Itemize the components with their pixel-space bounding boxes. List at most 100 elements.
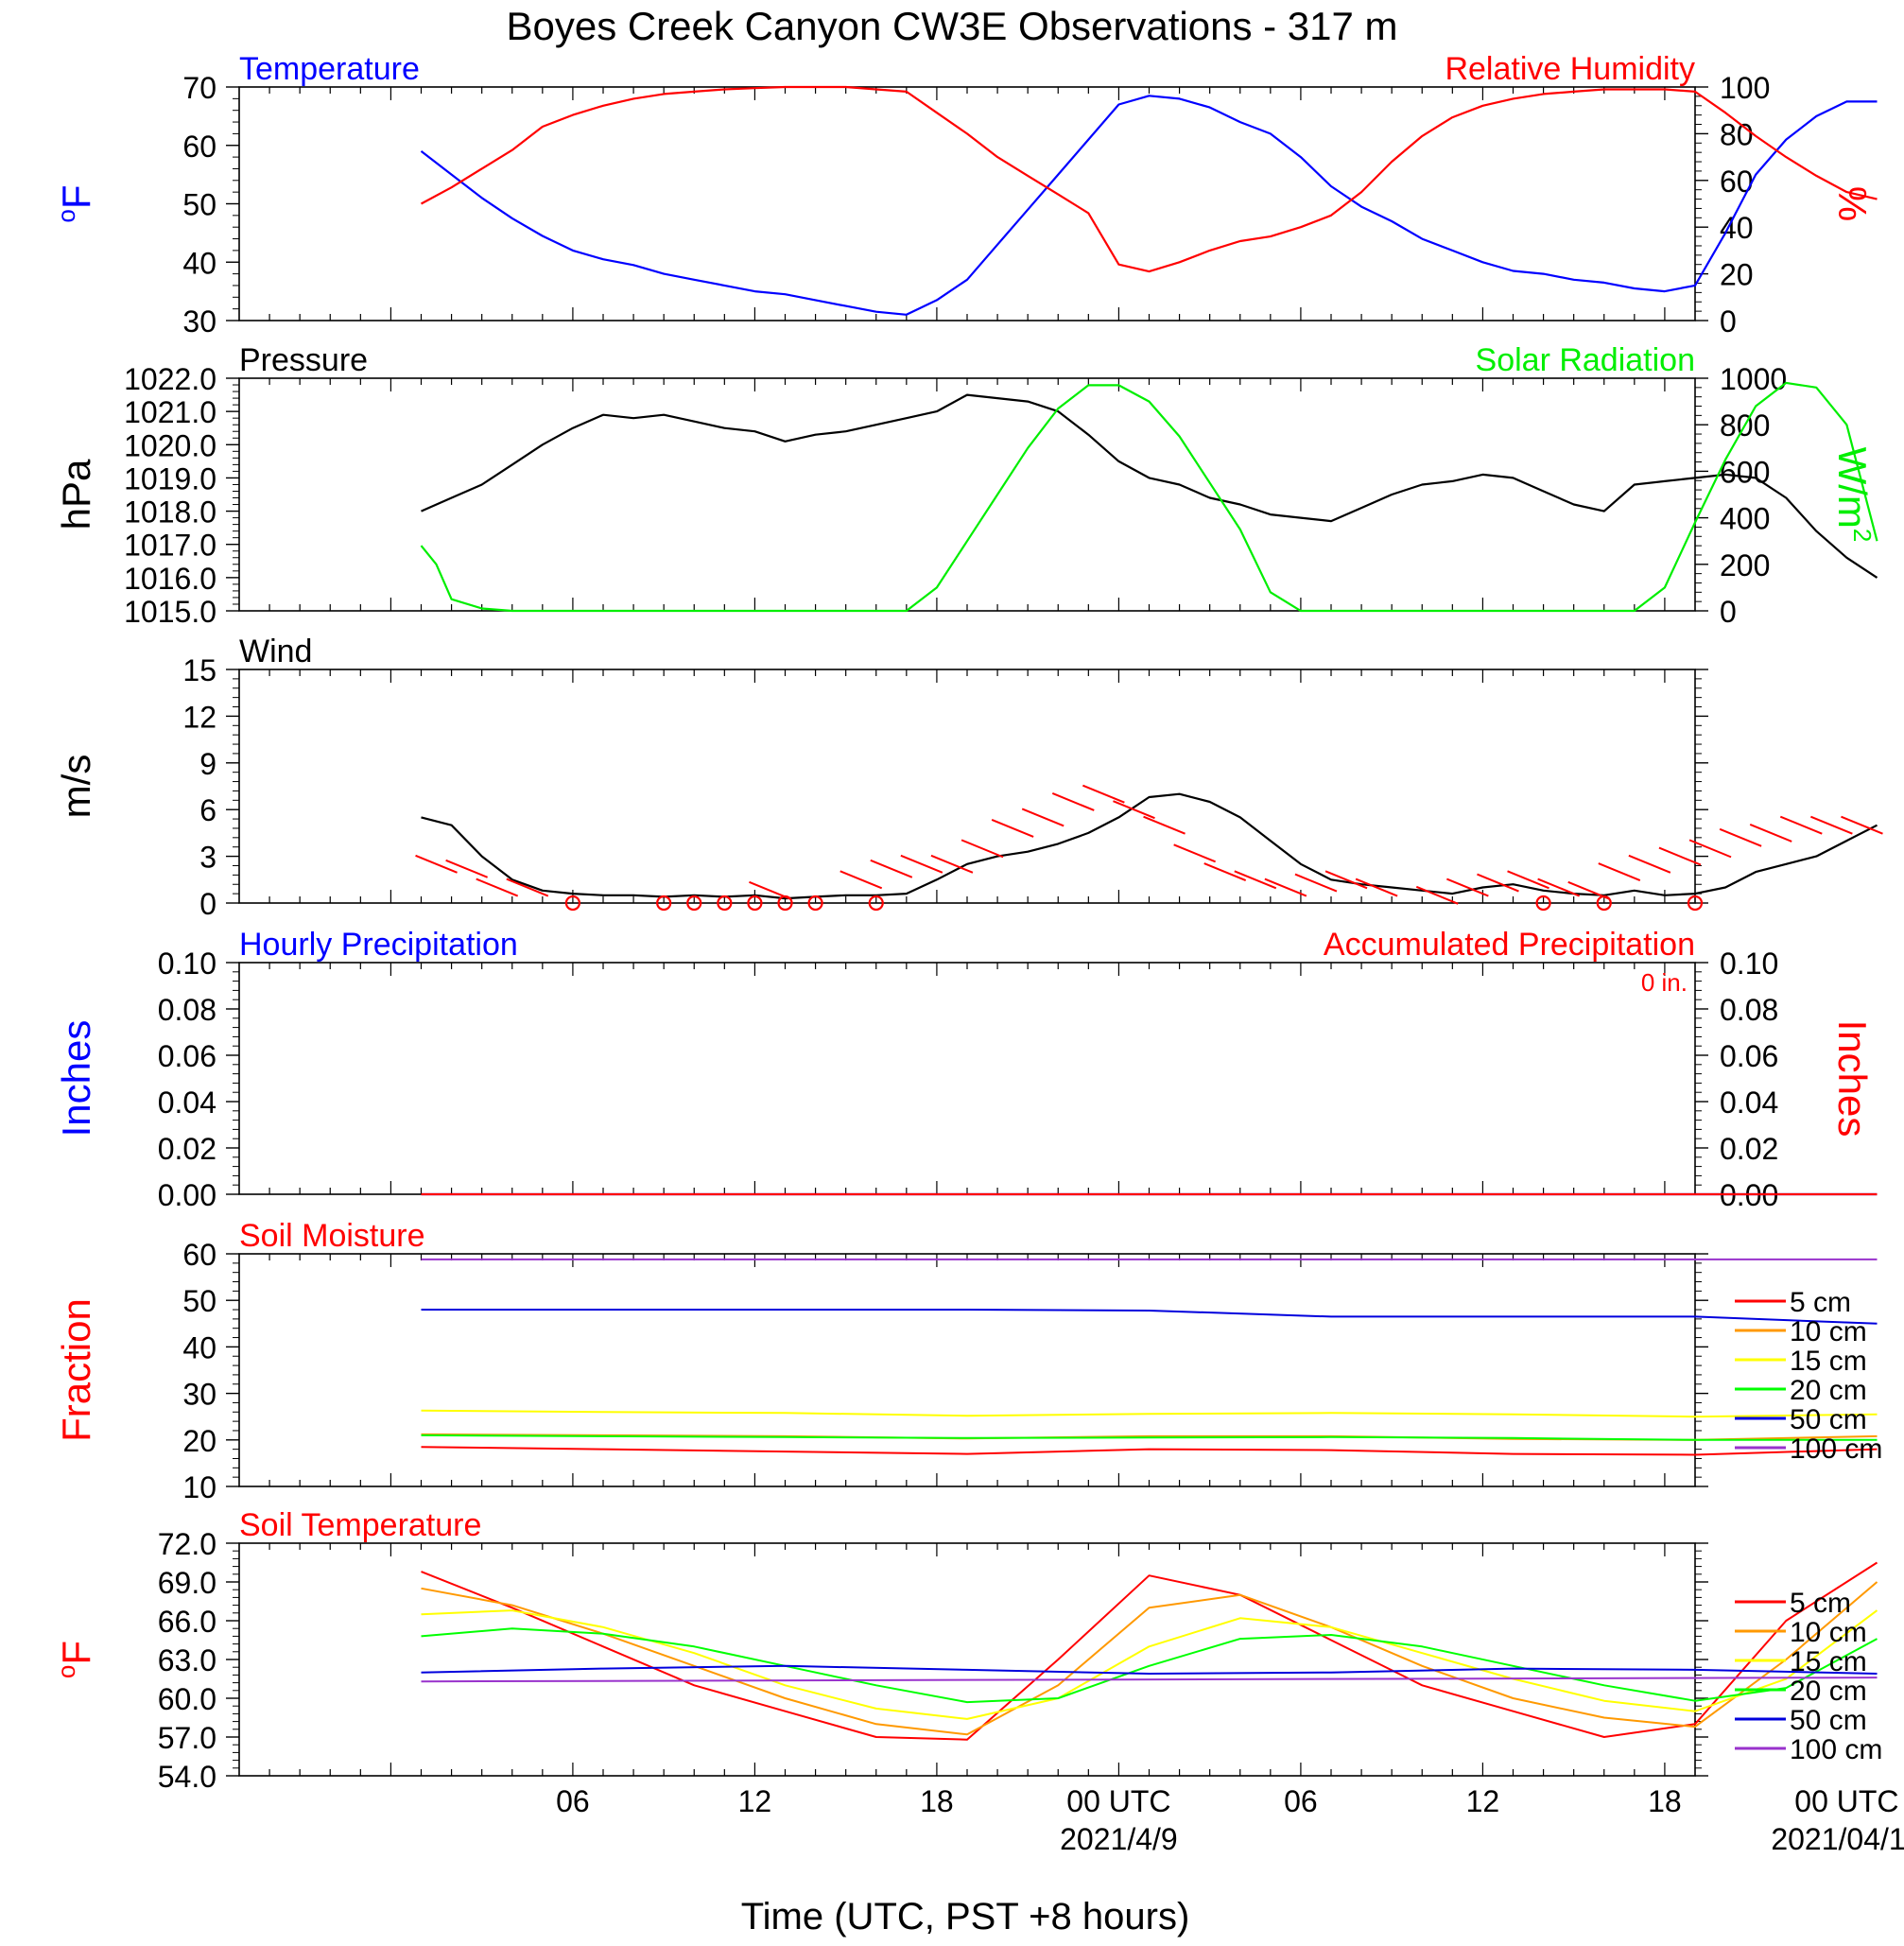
y-tick-label-left: 54.0 (158, 1760, 216, 1794)
wind-barb (1628, 854, 1671, 874)
y-tick-label-left: 6 (199, 793, 216, 827)
y-tick-label-left: 3 (199, 841, 216, 875)
plot-frame (238, 669, 1696, 904)
panel-title-left: Temperature (239, 51, 420, 87)
wind-barb (1173, 843, 1217, 863)
y-tick-label-left: 0.04 (158, 1086, 216, 1120)
wind-barb (1203, 862, 1247, 881)
y-axis-title-left: hPa (54, 459, 98, 530)
y-tick-label-left: 1018.0 (124, 495, 216, 530)
x-axis-title: Time (UTC, PST +8 hours) (741, 1896, 1190, 1937)
y-tick-label-right: 20 (1720, 258, 1754, 292)
x-tick-label: 06 (556, 1784, 590, 1818)
legend-label: 50 cm (1790, 1404, 1867, 1435)
y-tick-label-right: 0.04 (1720, 1086, 1778, 1120)
panel-soil_moisture: 10 20 30 40 50 60 Soil Moisture Fraction 5 cm10 … (54, 1218, 1882, 1504)
series-20-cm (421, 1627, 1878, 1704)
y-tick-label-left: 40 (182, 1330, 216, 1364)
y-tick-label-left: 0.10 (158, 947, 216, 981)
y-tick-label-left: 15 (182, 653, 216, 687)
panel-soil_temperature: 54.0 57.0 60.0 63.0 66.0 69.0 72.0 Soil Tempera… (52, 1507, 1882, 1794)
series-100-cm (421, 1677, 1878, 1683)
wind-barb (1021, 808, 1065, 827)
y-axis-title-left: Fraction (54, 1298, 98, 1442)
x-date-label: 2021/4/9 (1060, 1822, 1178, 1856)
wind-barb (1537, 877, 1581, 897)
calm-wind-marker (564, 895, 581, 912)
y-axis-title-left: oF (52, 1641, 98, 1678)
y-tick-label-right: 80 (1720, 117, 1754, 151)
y-tick-label-right: 0.06 (1720, 1039, 1778, 1073)
accumulated-total-label: 0 in. (1641, 968, 1688, 997)
calm-wind-marker (656, 895, 672, 912)
wind-barb (900, 854, 943, 874)
series-solar-radiation (420, 381, 1878, 613)
legend-label: 10 cm (1790, 1617, 1867, 1648)
y-tick-label-left: 70 (182, 71, 216, 105)
calm-wind-marker (1535, 895, 1551, 912)
calm-wind-marker (807, 895, 823, 912)
legend-label: 15 cm (1790, 1646, 1867, 1677)
plot-frame (238, 962, 1696, 1195)
calm-wind-marker (777, 895, 793, 912)
plot-frame (238, 1253, 1696, 1487)
y-tick-label-left: 30 (182, 1378, 216, 1412)
series-20-cm (421, 1433, 1878, 1441)
y-tick-label-right: 0 (1720, 595, 1737, 629)
y-tick-label-left: 1021.0 (124, 395, 216, 429)
y-tick-label-left: 0 (199, 887, 216, 921)
panel-wind: 0 3 6 9 12 15 Wind m/s (54, 634, 1883, 921)
series-10-cm (421, 1581, 1878, 1736)
wind-barb (1809, 815, 1853, 835)
legend-label: 5 cm (1790, 1287, 1851, 1318)
y-tick-label-right: 600 (1720, 455, 1770, 489)
y-tick-label-left: 0.06 (158, 1039, 216, 1073)
wind-barb (1719, 827, 1762, 847)
x-tick-label: 00 UTC (1794, 1784, 1898, 1818)
legend-label: 10 cm (1790, 1316, 1867, 1347)
x-date-label: 2021/04/10 (1771, 1822, 1904, 1856)
wind-barb (1445, 877, 1489, 897)
y-tick-label-left: 20 (182, 1424, 216, 1458)
y-tick-label-right: 40 (1720, 211, 1754, 245)
series-15-cm (421, 1609, 1878, 1720)
plot-frame (238, 1542, 1696, 1777)
wind-barb (1082, 784, 1125, 804)
panel-title-right: Accumulated Precipitation (1324, 927, 1695, 963)
plot-frame (238, 86, 1696, 321)
calm-wind-marker (1596, 895, 1612, 912)
y-tick-label-right: 60 (1720, 165, 1754, 199)
wind-barb (476, 877, 519, 897)
legend-label: 15 cm (1790, 1346, 1867, 1377)
calm-wind-marker (717, 895, 733, 912)
series-pressure (421, 393, 1878, 579)
wind-barb (1749, 823, 1792, 843)
panel-title-right: Relative Humidity (1445, 51, 1695, 87)
y-tick-label-left: 60.0 (158, 1682, 216, 1716)
legend-label: 100 cm (1790, 1734, 1882, 1765)
y-tick-label-right: 100 (1720, 71, 1770, 105)
y-tick-label-left: 69.0 (158, 1566, 216, 1600)
y-tick-label-left: 63.0 (158, 1643, 216, 1677)
y-tick-label-left: 1017.0 (124, 529, 216, 563)
y-tick-label-left: 50 (182, 188, 216, 222)
wind-barb (1143, 815, 1186, 835)
y-tick-label-left: 1019.0 (124, 461, 216, 495)
wind-barb (1598, 862, 1641, 881)
y-tick-label-left: 1016.0 (124, 562, 216, 596)
panel-title-left: Soil Moisture (239, 1218, 425, 1254)
y-tick-label-left: 60 (182, 1238, 216, 1272)
series-50-cm (421, 1664, 1878, 1675)
x-tick-label: 18 (920, 1784, 954, 1818)
series-5-cm (421, 1561, 1878, 1741)
series-wind (421, 792, 1878, 900)
panel-title-left: Wind (239, 634, 312, 669)
wind-barb (1234, 870, 1277, 890)
x-tick-label: 06 (1284, 1784, 1318, 1818)
series-relative-humidity (420, 85, 1878, 273)
wind-barb (445, 859, 489, 878)
y-axis-title-left: m/s (54, 755, 98, 819)
series-15-cm (421, 1409, 1878, 1418)
y-tick-label-left: 1015.0 (124, 595, 216, 629)
